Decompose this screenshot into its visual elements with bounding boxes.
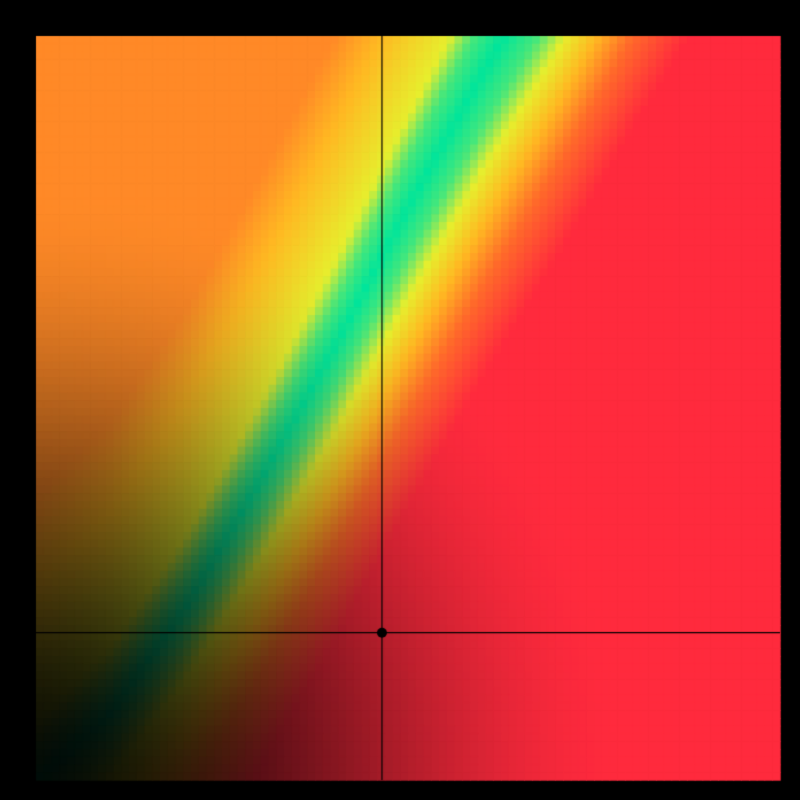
chart-container: { "watermark": { "text": "TheBottleneck.… bbox=[0, 0, 800, 800]
bottleneck-heatmap bbox=[0, 0, 800, 800]
